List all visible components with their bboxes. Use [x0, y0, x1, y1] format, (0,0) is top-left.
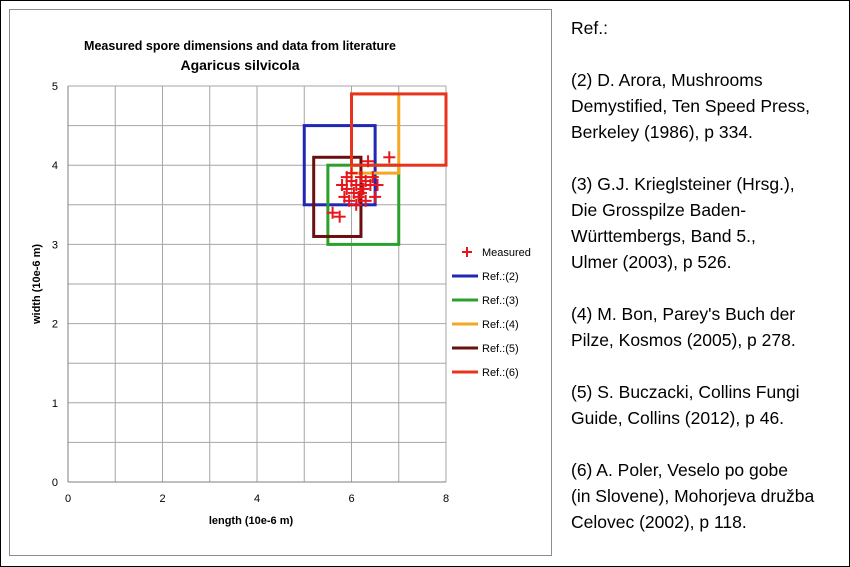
measured-point: [340, 171, 353, 184]
reference-5: (5) S. Buczacki, Collins Fungi Guide, Co…: [571, 382, 800, 428]
measured-point: [326, 206, 339, 219]
measured-point: [350, 179, 363, 191]
ref-range-rect-6: [350, 92, 448, 167]
y-tick-label: 3: [52, 239, 58, 251]
references-panel: Ref.: (2) D. Arora, Mushrooms Demystifie…: [571, 15, 843, 561]
y-tick-label: 4: [52, 160, 58, 172]
measured-point: [383, 151, 396, 164]
measured-point: [340, 182, 353, 195]
measured-point: [350, 198, 363, 211]
legend-label-measured: Measured: [482, 247, 531, 259]
legend-label-ref: Ref.:(3): [482, 295, 519, 307]
scatter-chart: 0 2 4 6 8 0 1 2 3 4 5 Measured spore dimensions and…: [31, 39, 531, 527]
chart-title: Measured spore dimensions and data from …: [84, 39, 396, 53]
measured-point: [369, 190, 382, 203]
legend-label-ref: Ref.:(5): [482, 343, 519, 355]
measured-point: [362, 155, 375, 168]
references-title: Ref.:: [571, 18, 608, 38]
reference-2: (2) D. Arora, Mushrooms Demystified, Ten…: [571, 70, 810, 142]
y-tick-label: 1: [52, 398, 58, 410]
x-tick-label: 4: [254, 493, 260, 505]
x-tick-label: 2: [159, 493, 165, 505]
reference-6: (6) A. Poler, Veselo po gobe (in Slovene…: [571, 460, 815, 532]
x-tick-label: 0: [65, 493, 71, 505]
y-tick-label: 5: [52, 81, 58, 93]
x-tick-label: 8: [443, 493, 449, 505]
reference-3: (3) G.J. Krieglsteiner (Hrsg.), Die Gros…: [571, 174, 795, 272]
measured-point: [343, 194, 356, 207]
measured-point: [371, 179, 384, 191]
legend-label-ref: Ref.:(4): [482, 319, 519, 331]
measured-point: [366, 171, 379, 184]
legend-label-ref: Ref.:(2): [482, 271, 519, 283]
y-tick-label: 0: [52, 477, 58, 489]
x-tick-label: 6: [348, 493, 354, 505]
x-axis-label: length (10e-6 m): [209, 515, 294, 527]
measured-point: [354, 186, 367, 199]
y-tick-label: 2: [52, 319, 58, 331]
y-axis-label: width (10e-6 m): [31, 244, 43, 325]
chart-subtitle: Agaricus silvicola: [180, 57, 299, 73]
reference-4: (4) M. Bon, Parey's Buch der Pilze, Kosm…: [571, 304, 796, 350]
legend-label-ref: Ref.:(6): [482, 367, 519, 379]
measured-point: [333, 210, 346, 223]
measured-point: [359, 194, 372, 207]
chart-panel: 0 2 4 6 8 0 1 2 3 4 5 Measured spore dimensions and…: [9, 9, 552, 556]
